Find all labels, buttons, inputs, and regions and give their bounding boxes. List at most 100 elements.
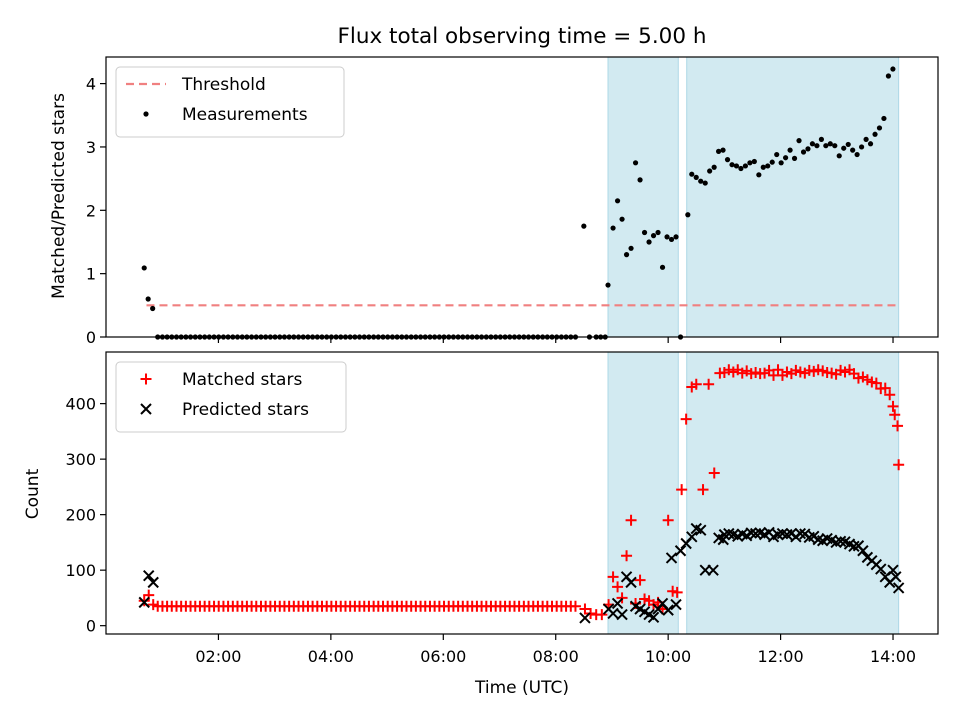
data-point: [827, 141, 833, 147]
data-point: [138, 596, 150, 609]
legend-threshold-label: Threshold: [181, 75, 266, 95]
x-tick-label: 14:00: [870, 647, 916, 666]
legend-box: [115, 361, 347, 433]
data-point: [708, 467, 720, 479]
data-point: [884, 389, 896, 401]
data-point: [605, 282, 611, 288]
data-point: [875, 563, 887, 575]
y-tick-label: 100: [65, 561, 96, 580]
data-point: [782, 155, 789, 161]
y-tick-label: 3: [86, 138, 96, 157]
data-point: [854, 151, 860, 158]
data-point: [596, 609, 608, 621]
data-point: [832, 143, 838, 149]
shaded-interval-0: [607, 56, 679, 338]
data-point: [581, 223, 587, 229]
data-point: [751, 158, 757, 165]
data-point: [887, 564, 899, 576]
data-point: [680, 413, 692, 425]
x-tick-label: 04:00: [308, 647, 354, 666]
data-point: [772, 364, 784, 376]
data-point: [585, 607, 597, 619]
panel-counts: 0 100 200 300 400 02:00 04:00 06:00 08:00 10:00 12…: [65, 351, 939, 666]
data-point: [673, 234, 679, 240]
data-point: [765, 163, 771, 169]
data-point: [867, 141, 874, 147]
axes-frame: [105, 56, 939, 338]
data-point: [611, 597, 624, 610]
data-point: [145, 296, 151, 302]
data-point: [579, 612, 591, 624]
series-predicted-stars: [138, 522, 905, 624]
data-point: [848, 540, 860, 552]
data-point: [859, 144, 865, 150]
y-tick-label: 300: [65, 450, 96, 469]
data-point: [141, 265, 147, 271]
legend: Matched stars Predicted stars: [115, 361, 347, 433]
data-point: [749, 527, 762, 540]
data-point: [724, 157, 731, 163]
y-tick-label: 0: [86, 328, 96, 347]
data-point: [674, 545, 687, 557]
data-point: [670, 598, 682, 611]
data-point: [879, 382, 891, 394]
data-point: [138, 595, 150, 607]
data-point: [616, 592, 628, 604]
data-point: [881, 115, 887, 122]
x-axis-label: Time (UTC): [474, 678, 569, 698]
data-point: [625, 514, 637, 526]
data-point: [607, 571, 619, 583]
data-point: [715, 148, 722, 154]
data-point: [794, 527, 807, 540]
data-point: [625, 576, 637, 589]
data-point: [809, 141, 816, 147]
legend-label: Matched stars: [182, 370, 302, 390]
data-point: [889, 409, 901, 421]
data-point: [668, 236, 675, 243]
data-point: [857, 545, 869, 557]
data-point: [805, 146, 811, 152]
data-point: [641, 229, 648, 236]
x-tick-label: 12:00: [758, 647, 804, 666]
data-point: [872, 131, 878, 137]
data-point: [823, 143, 829, 149]
data-point: [885, 73, 892, 79]
data-point: [863, 136, 869, 142]
data-point: [818, 136, 825, 142]
series-measurements: [141, 66, 896, 340]
data-point: [623, 252, 630, 258]
legend-marker: [140, 373, 152, 385]
data-point: [845, 141, 851, 148]
data-point: [685, 212, 691, 218]
data-point: [892, 582, 905, 594]
y-tick-label: 0: [86, 617, 96, 636]
legend-marker: [140, 403, 152, 415]
data-point: [756, 172, 762, 178]
data-point: [720, 147, 726, 153]
data-point: [637, 177, 643, 183]
chart-title: Flux total observing time = 5.00 h: [338, 24, 707, 49]
data-point: [614, 198, 621, 204]
data-point: [650, 233, 657, 239]
data-point: [876, 125, 883, 131]
data-point: [870, 377, 882, 389]
data-point: [621, 550, 633, 562]
data-point: [689, 171, 695, 177]
data-point: [569, 600, 581, 612]
data-point: [655, 229, 661, 236]
data-point: [607, 607, 619, 620]
legend-label: Measurements: [182, 105, 308, 125]
shaded-interval-1: [686, 351, 900, 635]
data-point: [671, 586, 683, 598]
y-tick-label: 1: [86, 265, 96, 284]
y-tick-label: 200: [65, 506, 96, 525]
data-point: [711, 164, 717, 170]
data-point: [579, 603, 591, 615]
x-tick-label: 10:00: [645, 647, 691, 666]
data-point: [745, 527, 757, 539]
data-point: [647, 611, 660, 624]
data-point: [742, 163, 749, 169]
legend: Threshold Measurements: [115, 66, 345, 138]
data-point: [676, 484, 688, 496]
